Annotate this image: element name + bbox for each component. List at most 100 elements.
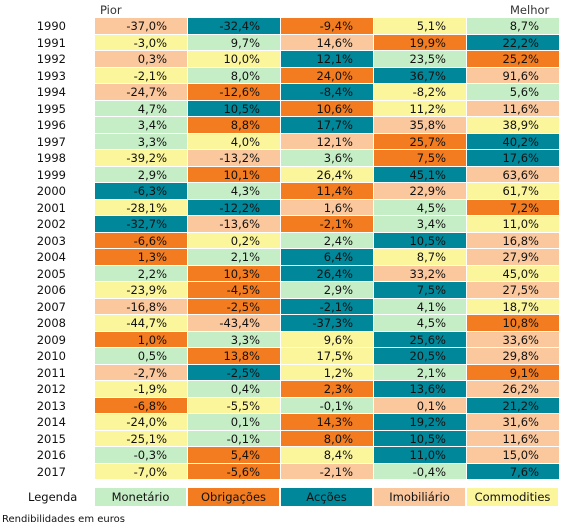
return-cell: 11,2% [374, 100, 467, 117]
year-label: 1990 [36, 19, 66, 33]
return-cell: 33,6% [467, 331, 560, 348]
return-cell: -37,0% [95, 18, 188, 35]
return-cell: 35,8% [374, 117, 467, 134]
return-cell: 2,1% [188, 249, 281, 266]
return-cell: 4,1% [374, 298, 467, 315]
return-cell: 27,9% [467, 249, 560, 266]
return-cell: 7,6% [467, 463, 560, 480]
return-cell: 0,1% [374, 397, 467, 414]
return-cell: 8,8% [188, 117, 281, 134]
return-cell: -5,5% [188, 397, 281, 414]
return-cell: 22,9% [374, 183, 467, 200]
return-cell: 23,5% [374, 51, 467, 68]
return-cell: 29,8% [467, 348, 560, 365]
worst-header: Pior [100, 3, 122, 17]
return-cell: 18,7% [467, 298, 560, 315]
return-cell: -39,2% [95, 150, 188, 167]
return-cell: -9,4% [281, 18, 374, 35]
return-cell: -13,6% [188, 216, 281, 233]
return-cell: -37,3% [281, 315, 374, 332]
return-cell: -8,2% [374, 84, 467, 101]
return-cell: 4,0% [188, 133, 281, 150]
return-cell: 0,2% [188, 232, 281, 249]
return-cell: 5,6% [467, 84, 560, 101]
year-label: 1993 [36, 68, 66, 83]
return-cell: 17,6% [467, 150, 560, 167]
return-cell: -2,1% [281, 463, 374, 480]
return-cell: 24,0% [281, 67, 374, 84]
legend-item: Imobiliário [374, 488, 467, 506]
return-cell: 21,2% [467, 397, 560, 414]
return-cell: 26,2% [467, 381, 560, 398]
return-cell: 22,2% [467, 34, 560, 51]
year-label: 2007 [36, 299, 66, 314]
return-cell: 26,4% [281, 265, 374, 282]
return-cell: 13,8% [188, 348, 281, 365]
return-cell: 19,9% [374, 34, 467, 51]
return-cell: 17,5% [281, 348, 374, 365]
return-cell: 3,4% [95, 117, 188, 134]
return-cell: 26,4% [281, 166, 374, 183]
return-cell: 2,2% [95, 265, 188, 282]
year-label: 1995 [36, 101, 66, 116]
return-cell: -16,8% [95, 298, 188, 315]
legend-label: Legenda [28, 490, 78, 504]
return-cell: 8,7% [374, 249, 467, 266]
return-cell: -8,4% [281, 84, 374, 101]
return-cell: 2,3% [281, 381, 374, 398]
return-cell: -13,2% [188, 150, 281, 167]
legend-item: Commodities [467, 488, 560, 506]
return-cell: 0,3% [95, 51, 188, 68]
return-cell: -24,7% [95, 84, 188, 101]
return-cell: -1,9% [95, 381, 188, 398]
return-cell: -7,0% [95, 463, 188, 480]
year-label: 1999 [36, 167, 66, 182]
return-cell: -6,8% [95, 397, 188, 414]
return-cell: 3,6% [281, 150, 374, 167]
return-cell: 7,2% [467, 199, 560, 216]
year-label: 1991 [36, 35, 66, 50]
return-cell: 2,9% [281, 282, 374, 299]
return-cell: -0,1% [188, 430, 281, 447]
return-cell: 4,5% [374, 199, 467, 216]
year-label: 2010 [36, 349, 66, 363]
return-cell: 11,0% [374, 447, 467, 464]
return-cell: -12,2% [188, 199, 281, 216]
return-cell: -4,5% [188, 282, 281, 299]
return-cell: 17,7% [281, 117, 374, 134]
return-cell: 10,3% [188, 265, 281, 282]
return-cell: 11,4% [281, 183, 374, 200]
return-cell: -32,7% [95, 216, 188, 233]
return-cell: 25,6% [374, 331, 467, 348]
return-cell: 14,3% [281, 414, 374, 431]
return-cell: 2,4% [281, 232, 374, 249]
legend-item: Acções [281, 488, 374, 506]
return-cell: -2,1% [95, 67, 188, 84]
return-cell: 20,5% [374, 348, 467, 365]
year-label: 2014 [36, 415, 66, 429]
return-cell: 4,7% [95, 100, 188, 117]
return-cell: 10,8% [467, 315, 560, 332]
year-label: 2003 [36, 233, 66, 248]
year-label: 2008 [36, 316, 66, 330]
return-cell: -2,1% [281, 216, 374, 233]
return-cell: 36,7% [374, 67, 467, 84]
year-label: 2011 [36, 365, 66, 380]
return-cell: 13,6% [374, 381, 467, 398]
return-cell: 5,4% [188, 447, 281, 464]
return-cell: 15,0% [467, 447, 560, 464]
return-cell: -43,4% [188, 315, 281, 332]
return-cell: 8,4% [281, 447, 374, 464]
year-label: 2000 [36, 184, 66, 198]
return-cell: 4,3% [188, 183, 281, 200]
return-cell: 40,2% [467, 133, 560, 150]
return-cell: 10,6% [281, 100, 374, 117]
year-label: 2004 [36, 250, 66, 264]
return-cell: 45,0% [467, 265, 560, 282]
year-label: 1997 [36, 134, 66, 149]
year-label: 1992 [36, 52, 66, 66]
return-cell: 14,6% [281, 34, 374, 51]
year-label: 2001 [36, 200, 66, 215]
year-label: 1994 [36, 85, 66, 99]
return-cell: 11,0% [467, 216, 560, 233]
